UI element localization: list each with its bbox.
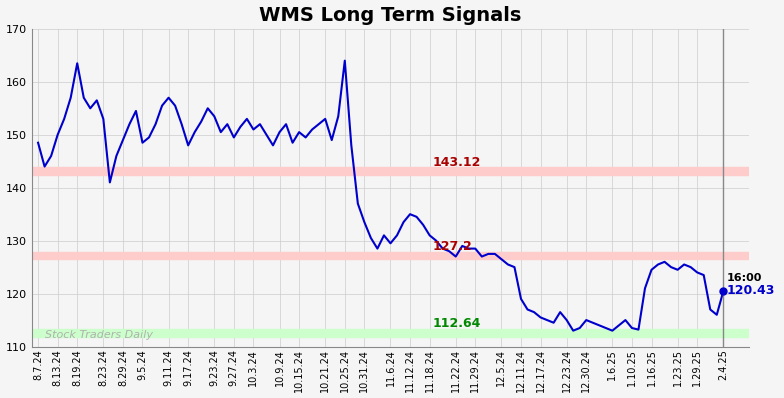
Bar xyxy=(31,329,750,337)
Text: 127.2: 127.2 xyxy=(432,240,472,253)
Bar xyxy=(31,252,750,259)
Text: Stock Traders Daily: Stock Traders Daily xyxy=(45,330,153,340)
Bar xyxy=(31,167,750,175)
Text: 120.43: 120.43 xyxy=(727,284,775,297)
Text: 143.12: 143.12 xyxy=(432,156,481,169)
Title: WMS Long Term Signals: WMS Long Term Signals xyxy=(260,6,521,25)
Text: 112.64: 112.64 xyxy=(432,317,481,330)
Text: 16:00: 16:00 xyxy=(727,273,762,283)
